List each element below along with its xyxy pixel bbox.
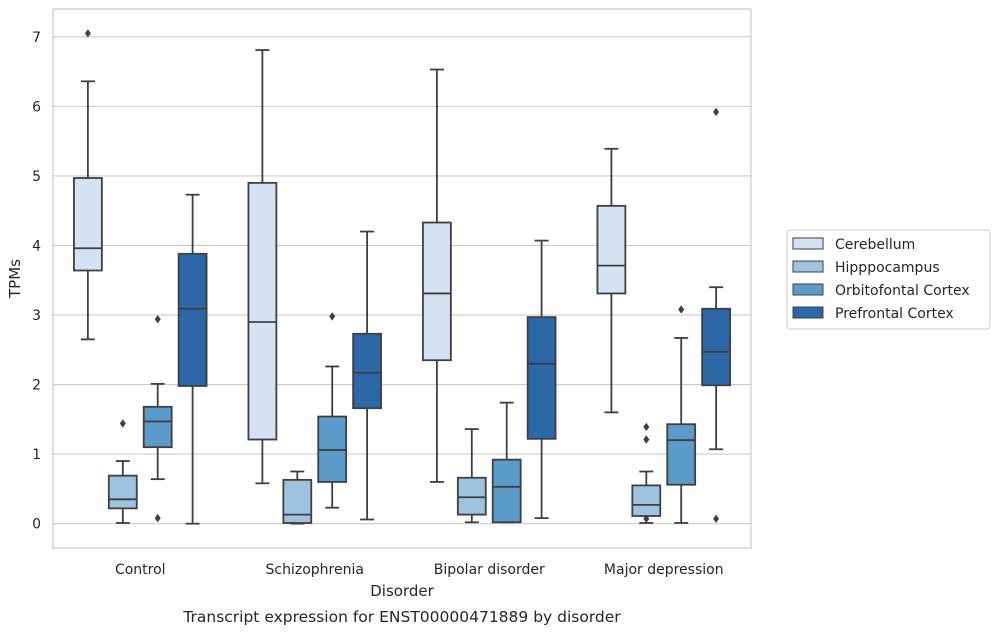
x-axis-label: Disorder (370, 582, 434, 600)
outlier-point (154, 513, 161, 523)
y-tick-label: 1 (32, 447, 41, 463)
box-series (73, 29, 731, 525)
legend-label: Prefrontal Cortex (835, 306, 954, 322)
y-tick-label: 6 (32, 99, 41, 115)
outlier-point (643, 435, 650, 444)
box-orbitofontal-cortex (142, 314, 173, 523)
box-body (456, 476, 487, 516)
box-body (247, 181, 278, 441)
box-body (422, 221, 452, 362)
outlier-point (84, 29, 91, 38)
y-axis-label: TPMs (6, 259, 24, 299)
box-body (107, 474, 138, 510)
box-prefrontal-cortex (526, 239, 557, 519)
box-body (491, 458, 522, 524)
box-orbitofontal-cortex (317, 312, 348, 509)
plot-frame (52, 8, 752, 549)
box-body (352, 332, 382, 410)
box-body (666, 423, 697, 486)
box-prefrontal-cortex (352, 230, 382, 521)
box-body (701, 307, 731, 387)
x-tick-label: Schizophrenia (266, 562, 364, 578)
legend-swatch (792, 306, 824, 319)
legend: Cerebellum Hipppocampus Orbitofontal Corte… (786, 229, 991, 330)
y-tick-label: 4 (32, 238, 41, 254)
box-hipppocampus (282, 470, 313, 525)
box-cerebellum (422, 68, 452, 483)
box-body (596, 204, 627, 295)
x-tick-label: Control (115, 562, 166, 578)
y-tick-label: 7 (32, 30, 41, 46)
box-body (142, 405, 173, 449)
box-orbitofontal-cortex (666, 305, 697, 524)
legend-label: Orbitofontal Cortex (835, 283, 970, 299)
chart-caption: Transcript expression for ENST0000047188… (182, 608, 621, 626)
x-tick-label: Major depression (604, 562, 724, 578)
box-cerebellum (596, 147, 627, 414)
outlier-point (154, 314, 161, 324)
box-body (526, 316, 557, 440)
box-body (73, 177, 103, 272)
box-orbitofontal-cortex (491, 401, 522, 524)
y-axis-ticks: 0 1 2 3 4 5 6 7 (32, 30, 41, 533)
box-body (282, 478, 313, 524)
x-tick-label: Bipolar disorder (434, 562, 545, 578)
legend-swatch (792, 237, 824, 250)
legend-swatch (792, 283, 824, 296)
outlier-point (119, 419, 126, 428)
legend-label: Hipppocampus (835, 260, 940, 276)
outlier-point (713, 107, 720, 117)
outlier-point (643, 514, 650, 523)
box-prefrontal-cortex (701, 107, 731, 523)
box-body (631, 484, 662, 517)
box-hipppocampus (631, 422, 662, 524)
box-prefrontal-cortex (177, 193, 208, 525)
box-body (177, 252, 208, 387)
x-axis-ticks: Control Schizophrenia Bipolar disorder Majo… (115, 562, 724, 578)
outlier-point (678, 305, 685, 314)
box-hipppocampus (456, 428, 487, 524)
y-tick-label: 5 (32, 169, 41, 185)
outlier-point (329, 312, 336, 321)
box-hipppocampus (107, 419, 138, 524)
gridlines (53, 36, 751, 525)
legend-swatch (792, 260, 824, 273)
y-tick-label: 3 (32, 308, 41, 324)
legend-label: Cerebellum (835, 237, 915, 253)
box-cerebellum (73, 29, 103, 341)
box-cerebellum (247, 49, 278, 485)
y-tick-label: 2 (32, 378, 41, 394)
outlier-point (643, 422, 650, 432)
legend-frame (786, 229, 991, 330)
y-tick-label: 0 (32, 517, 41, 533)
outlier-point (713, 514, 720, 523)
